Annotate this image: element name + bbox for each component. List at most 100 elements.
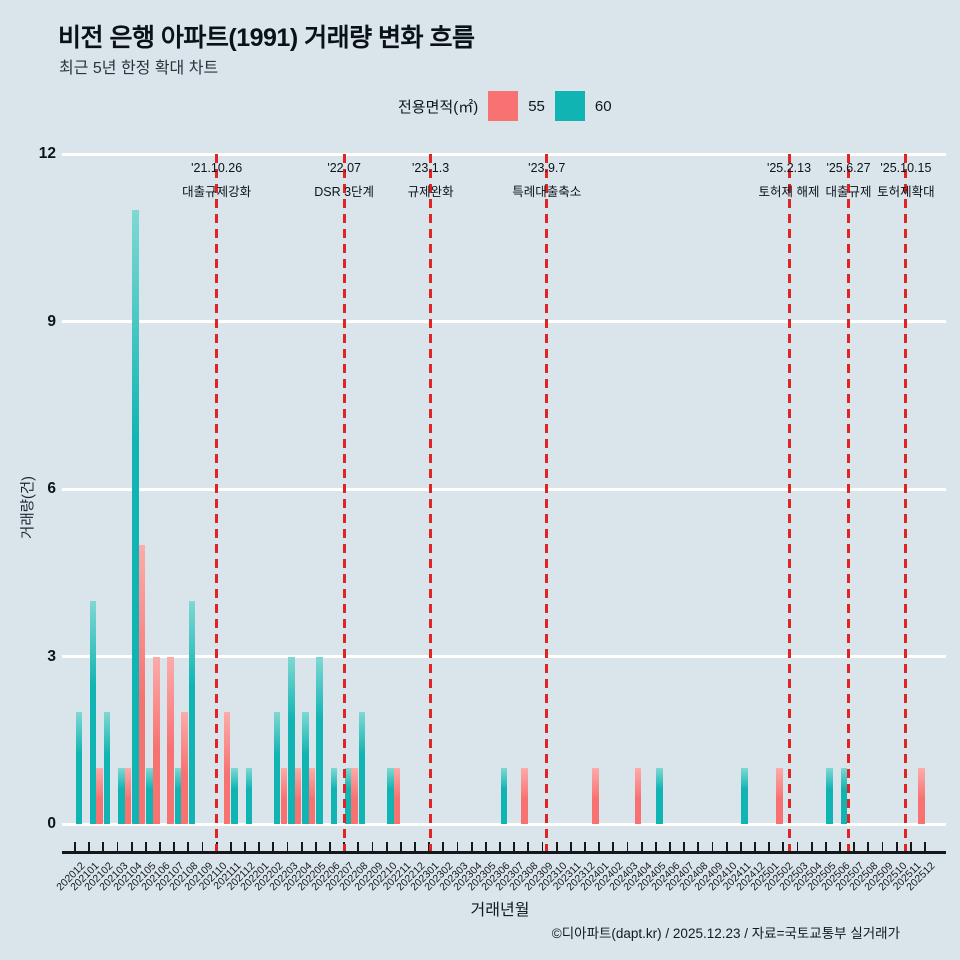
x-tick xyxy=(442,842,445,851)
x-tick xyxy=(300,842,303,851)
page-title: 비전 은행 아파트(1991) 거래량 변화 흐름 xyxy=(58,24,475,52)
x-tick xyxy=(102,842,105,851)
event-date-label: '25.10.15 xyxy=(880,161,932,175)
event-date-label: '25.6.27 xyxy=(826,161,871,175)
x-tick xyxy=(414,842,416,851)
event-name-label: 대출규제 xyxy=(825,185,872,199)
legend-item-60-label: 60 xyxy=(594,97,612,115)
event-line xyxy=(429,154,433,851)
bar-55 xyxy=(393,768,401,824)
bar-60 xyxy=(132,209,139,824)
x-tick xyxy=(541,842,544,851)
y-axis-title: 거래량(건) xyxy=(20,475,37,540)
bar-60 xyxy=(273,712,281,824)
bar-60 xyxy=(358,712,366,824)
x-tick xyxy=(867,842,870,851)
bar-55 xyxy=(308,768,316,824)
gridline-0 xyxy=(62,822,946,826)
event-name-label: 규제완화 xyxy=(407,185,454,199)
bar-60 xyxy=(188,600,196,824)
y-tick-label: 9 xyxy=(47,312,56,330)
event-name-label: 특례대출축소 xyxy=(512,185,582,199)
x-tick xyxy=(456,842,459,851)
x-tick xyxy=(385,842,388,851)
bar-60 xyxy=(741,768,748,824)
x-tick xyxy=(895,842,898,851)
x-tick xyxy=(329,842,331,851)
x-tick xyxy=(754,842,756,851)
bar-55 xyxy=(181,712,188,824)
x-tick xyxy=(569,842,572,851)
bar-60 xyxy=(118,768,125,824)
page-subtitle: 최근 5년 한정 확대 차트 xyxy=(59,60,219,77)
bar-55 xyxy=(280,768,287,824)
event-date-label: '23.1.3 xyxy=(412,161,450,175)
x-tick xyxy=(598,842,601,851)
bar-55 xyxy=(634,768,642,824)
x-tick xyxy=(314,842,317,851)
bar-60 xyxy=(245,768,252,824)
bar-55 xyxy=(351,768,358,824)
bar-55 xyxy=(96,768,103,824)
x-tick xyxy=(626,842,629,851)
bar-55 xyxy=(294,768,302,824)
bar-60 xyxy=(75,712,82,824)
event-line xyxy=(904,154,908,851)
legend-label: 전용면적(㎡) xyxy=(398,98,479,116)
bar-55 xyxy=(776,768,783,824)
x-tick xyxy=(909,842,912,851)
x-tick xyxy=(513,842,516,851)
event-line xyxy=(342,154,346,851)
x-tick xyxy=(839,842,841,851)
event-line xyxy=(847,154,850,851)
event-line xyxy=(215,154,219,851)
x-tick xyxy=(159,842,161,851)
event-date-label: '22.07 xyxy=(327,161,361,175)
x-tick xyxy=(229,842,232,851)
event-name-label: DSR 3단계 xyxy=(314,185,375,199)
event-date-label: '21.10.26 xyxy=(191,161,243,175)
bar-60 xyxy=(840,768,847,824)
x-tick xyxy=(74,842,76,851)
event-line xyxy=(545,154,549,851)
y-tick-label: 0 xyxy=(47,815,56,832)
x-tick xyxy=(470,842,473,851)
x-tick xyxy=(399,842,402,851)
x-tick xyxy=(357,842,360,851)
bar-60 xyxy=(231,768,238,824)
legend-item-55-label: 55 xyxy=(528,97,545,115)
x-tick xyxy=(853,842,856,851)
bar-60 xyxy=(89,600,97,824)
legend-swatch-60 xyxy=(554,91,585,121)
bar-55 xyxy=(521,768,528,824)
y-tick-label: 6 xyxy=(47,480,56,497)
x-tick xyxy=(725,842,728,851)
x-axis-title: 거래년월 xyxy=(470,902,530,919)
x-tick xyxy=(584,842,586,851)
event-name-label: 토허제 해제 xyxy=(758,185,820,199)
bar-55 xyxy=(592,768,599,824)
x-tick xyxy=(654,842,657,851)
x-tick xyxy=(796,842,799,851)
x-tick xyxy=(768,842,771,851)
bar-60 xyxy=(826,768,833,824)
x-tick xyxy=(499,842,501,851)
bar-60 xyxy=(288,656,295,824)
x-tick xyxy=(258,842,261,851)
x-tick xyxy=(555,842,558,851)
bar-55 xyxy=(153,656,160,824)
x-tick xyxy=(116,842,119,851)
bar-55 xyxy=(138,544,146,824)
x-tick xyxy=(824,842,827,851)
gridline-12 xyxy=(62,152,946,156)
bar-60 xyxy=(103,712,111,824)
x-tick xyxy=(527,842,530,851)
x-tick xyxy=(144,842,147,851)
legend: 전용면적(㎡) 55 60 xyxy=(398,91,612,121)
x-tick xyxy=(187,842,190,851)
bar-60 xyxy=(344,768,352,824)
x-tick xyxy=(881,842,884,851)
bar-55 xyxy=(918,768,925,824)
x-tick xyxy=(697,842,700,851)
